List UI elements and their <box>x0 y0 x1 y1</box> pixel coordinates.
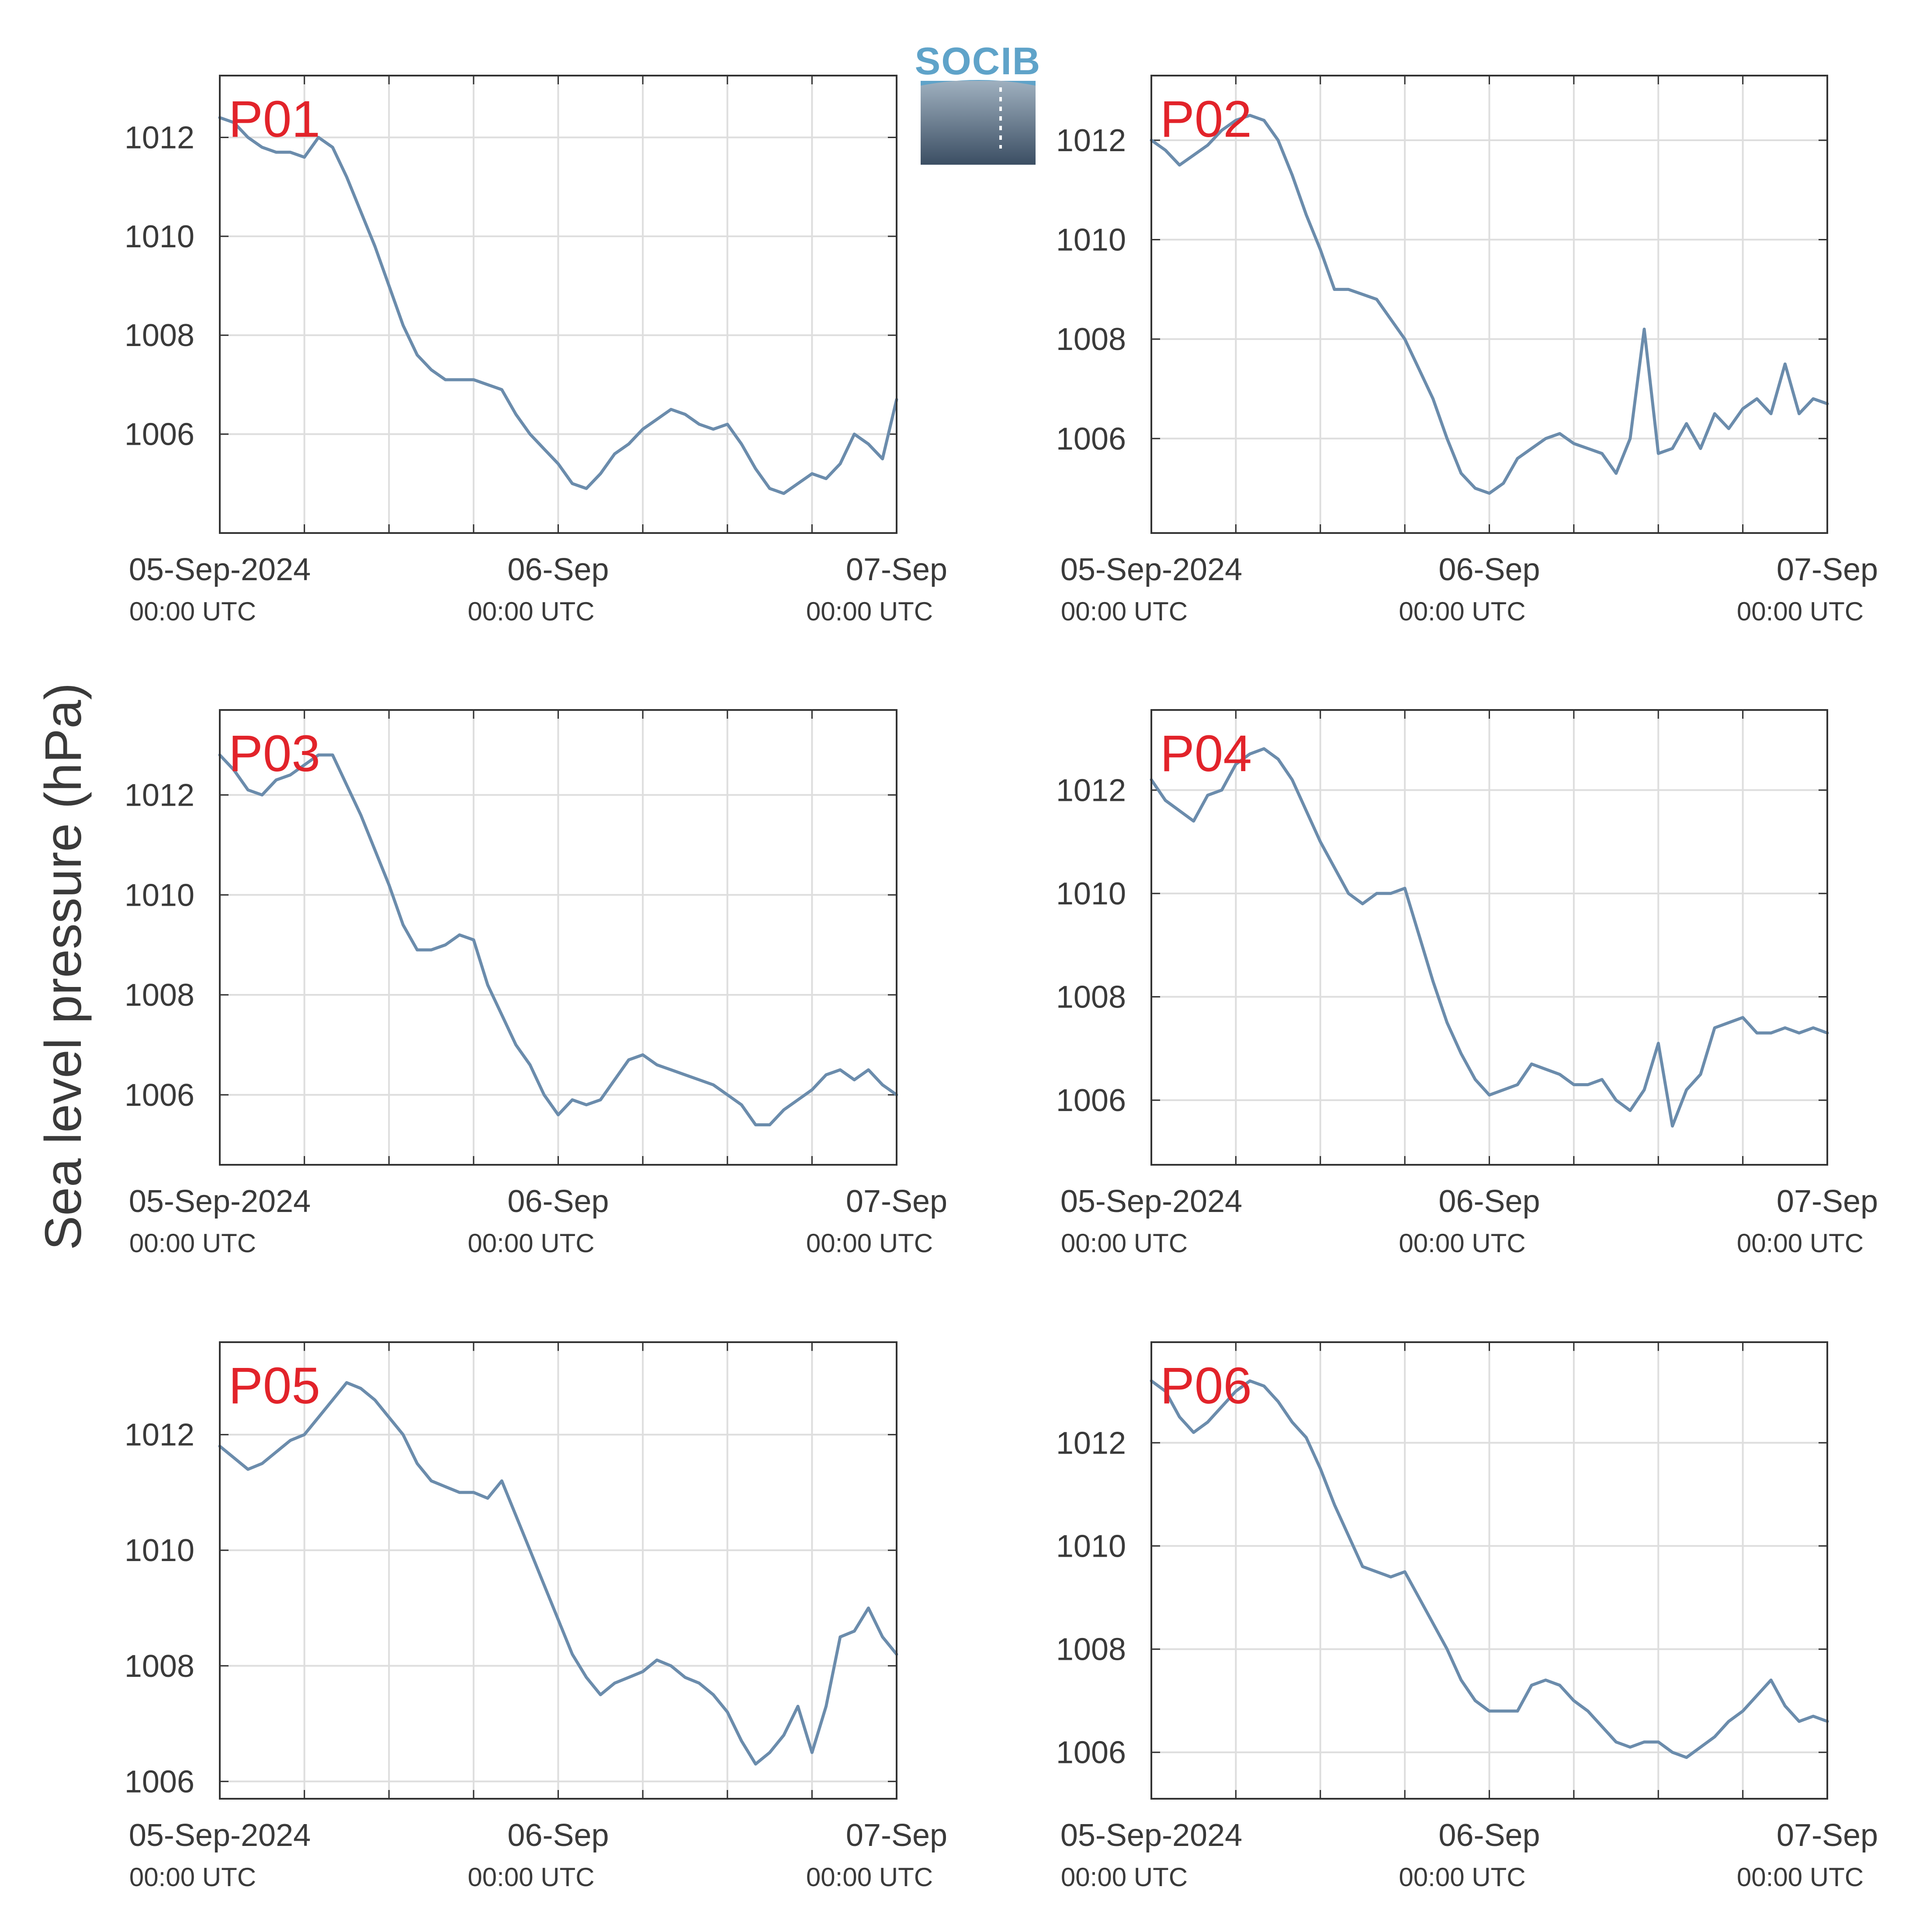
y-tick-label: 1012 <box>125 120 194 155</box>
y-tick-label: 1006 <box>1056 1735 1126 1770</box>
panel-p03: 1006 1008 1010 1012 05-Sep-2024 00:00 UTC 06-S… <box>125 709 947 1258</box>
x-tick-sublabel: 00:00 UTC <box>129 597 256 626</box>
x-tick-label: 05-Sep-2024 <box>1060 1818 1242 1853</box>
panel-label: P01 <box>229 90 320 148</box>
series-line-p02 <box>1150 114 1829 495</box>
x-tick-label: 05-Sep-2024 <box>129 1184 311 1219</box>
x-tick-sublabel: 00:00 UTC <box>468 1863 594 1892</box>
x-tick-sublabel: 00:00 UTC <box>1737 1229 1864 1258</box>
x-tick-sublabel: 00:00 UTC <box>806 1229 933 1258</box>
y-tick-label: 1012 <box>125 1418 194 1453</box>
logo-wave-shape <box>921 80 1036 86</box>
x-tick-label: 05-Sep-2024 <box>1060 552 1242 587</box>
y-tick-label: 1008 <box>125 318 194 353</box>
x-tick-sublabel: 00:00 UTC <box>1061 1229 1188 1258</box>
x-tick-label: 07-Sep <box>1777 1818 1878 1853</box>
x-tick-label: 06-Sep <box>507 1184 609 1219</box>
y-tick-label: 1006 <box>125 417 194 452</box>
x-tick-label: 07-Sep <box>846 552 947 587</box>
panel-p02: 1006 1008 1010 1012 05-Sep-2024 00:00 UTC 06-S… <box>1056 75 1878 626</box>
x-tick-sublabel: 00:00 UTC <box>1399 1229 1525 1258</box>
y-tick-label: 1006 <box>1056 1083 1126 1118</box>
y-tick-label: 1010 <box>1056 1529 1126 1564</box>
x-tick-label: 06-Sep <box>1438 1818 1540 1853</box>
y-tick-label: 1012 <box>125 778 194 813</box>
panel-label: P03 <box>229 725 320 782</box>
y-tick-label: 1012 <box>1056 773 1126 808</box>
x-tick-label: 07-Sep <box>846 1818 947 1853</box>
x-tick-label: 07-Sep <box>1777 1184 1878 1219</box>
y-tick-label: 1010 <box>125 878 194 913</box>
y-tick-label: 1008 <box>125 1649 194 1684</box>
x-tick-label: 06-Sep <box>1438 552 1540 587</box>
y-tick-label: 1010 <box>125 1533 194 1568</box>
x-tick-sublabel: 00:00 UTC <box>1399 1863 1525 1892</box>
x-tick-label: 07-Sep <box>1777 552 1878 587</box>
socib-logo: SOCIB <box>915 39 1041 165</box>
x-tick-sublabel: 00:00 UTC <box>129 1863 256 1892</box>
x-tick-label: 06-Sep <box>1438 1184 1540 1219</box>
x-tick-label: 06-Sep <box>507 1818 609 1853</box>
y-tick-label: 1010 <box>1056 876 1126 911</box>
logo-gradient-block <box>921 81 1036 165</box>
panel-p05: 1006 1008 1010 1012 05-Sep-2024 00:00 UTC 06-S… <box>125 1341 947 1892</box>
x-tick-sublabel: 00:00 UTC <box>806 1863 933 1892</box>
x-tick-label: 07-Sep <box>846 1184 947 1219</box>
axes-frame <box>219 709 897 1166</box>
x-tick-label: 05-Sep-2024 <box>129 552 311 587</box>
y-tick-label: 1008 <box>1056 322 1126 357</box>
axes-frame <box>219 1341 897 1800</box>
x-tick-sublabel: 00:00 UTC <box>1061 597 1188 626</box>
axes-frame <box>1150 709 1828 1166</box>
y-tick-label: 1010 <box>125 219 194 254</box>
shared-y-axis-label: Sea level pressure (hPa) <box>35 683 92 1250</box>
series-line-p01 <box>218 116 898 495</box>
x-tick-sublabel: 00:00 UTC <box>1737 1863 1864 1892</box>
x-tick-label: 06-Sep <box>507 552 609 587</box>
y-tick-label: 1008 <box>1056 980 1126 1015</box>
x-tick-sublabel: 00:00 UTC <box>468 597 594 626</box>
x-tick-sublabel: 00:00 UTC <box>1737 597 1864 626</box>
panel-label: P05 <box>229 1357 320 1415</box>
panel-p06: 1006 1008 1010 1012 05-Sep-2024 00:00 UTC 06-S… <box>1056 1341 1878 1892</box>
series-line-p04 <box>1150 747 1829 1128</box>
axes-frame <box>219 75 897 534</box>
x-tick-sublabel: 00:00 UTC <box>806 597 933 626</box>
series-line-p06 <box>1150 1379 1829 1759</box>
y-tick-label: 1008 <box>1056 1632 1126 1667</box>
panel-label: P04 <box>1160 725 1252 782</box>
x-tick-sublabel: 00:00 UTC <box>1399 597 1525 626</box>
logo-text: SOCIB <box>915 39 1041 83</box>
x-tick-label: 05-Sep-2024 <box>1060 1184 1242 1219</box>
panel-label: P06 <box>1160 1357 1252 1415</box>
axes-frame <box>1150 75 1828 534</box>
y-tick-label: 1012 <box>1056 1426 1126 1461</box>
y-tick-label: 1012 <box>1056 123 1126 158</box>
series-line-p03 <box>218 753 898 1126</box>
y-tick-label: 1006 <box>125 1078 194 1113</box>
y-tick-label: 1006 <box>1056 422 1126 457</box>
y-tick-label: 1010 <box>1056 223 1126 258</box>
x-tick-sublabel: 00:00 UTC <box>129 1229 256 1258</box>
y-tick-label: 1008 <box>125 978 194 1013</box>
panel-label: P02 <box>1160 90 1252 148</box>
x-tick-sublabel: 00:00 UTC <box>1061 1863 1188 1892</box>
panel-p01: 1006 1008 1010 1012 05-Sep-2024 00:00 UTC 06-S… <box>125 75 947 626</box>
series-line-p05 <box>218 1381 898 1766</box>
axes-frame <box>1150 1341 1828 1800</box>
y-tick-label: 1006 <box>125 1764 194 1799</box>
panel-p04: 1006 1008 1010 1012 05-Sep-2024 00:00 UTC 06-S… <box>1056 709 1878 1258</box>
x-tick-sublabel: 00:00 UTC <box>468 1229 594 1258</box>
x-tick-label: 05-Sep-2024 <box>129 1818 311 1853</box>
